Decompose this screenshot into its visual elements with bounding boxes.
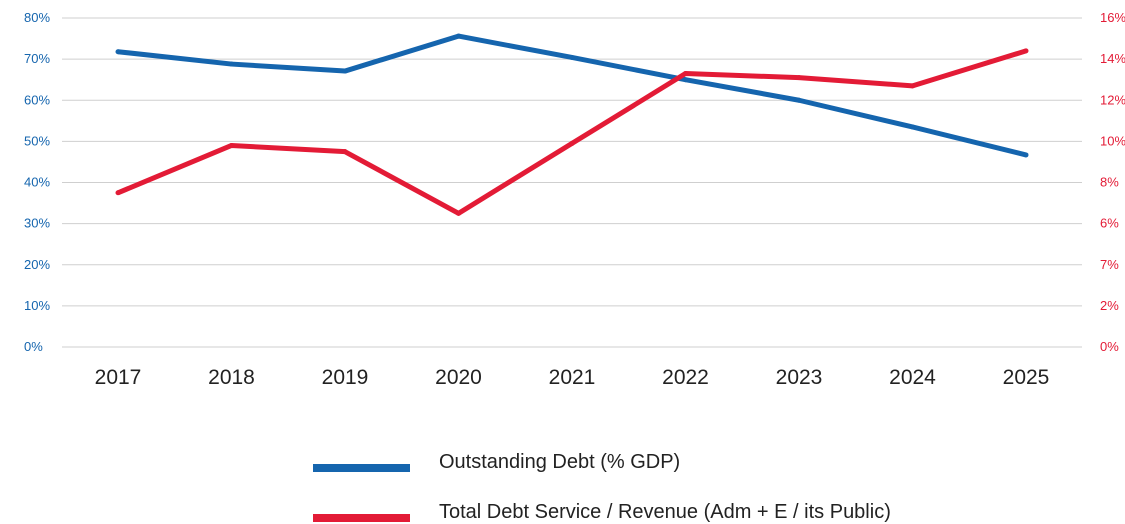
debt-service-line xyxy=(117,48,1027,216)
series-lines xyxy=(115,33,1029,216)
x-tick-label: 2019 xyxy=(322,366,369,389)
outstanding-debt-point xyxy=(456,33,461,39)
outstanding-debt-point xyxy=(796,97,802,103)
outstanding-debt-point xyxy=(342,68,348,74)
left-tick-label: 20% xyxy=(24,257,50,272)
outstanding-debt-point xyxy=(229,61,234,67)
debt-service-point xyxy=(1023,48,1029,54)
right-tick-label: 14% xyxy=(1100,51,1125,66)
x-tick-label: 2021 xyxy=(549,366,596,389)
outstanding-debt-legend-swatch xyxy=(313,464,410,472)
right-tick-label: 12% xyxy=(1100,92,1125,107)
outstanding-debt-point xyxy=(1023,152,1029,158)
left-tick-label: 10% xyxy=(24,298,50,313)
outstanding-debt-point xyxy=(115,49,121,55)
debt-service-point xyxy=(342,149,348,155)
gridlines xyxy=(62,17,1082,348)
debt-service-point xyxy=(569,140,575,146)
x-tick-label: 2023 xyxy=(776,366,823,389)
x-axis: 2017 2018 2019 2020 2021 2022 2023 2024 2025 xyxy=(95,366,1050,389)
left-tick-label: 40% xyxy=(24,175,50,190)
outstanding-debt-point xyxy=(569,54,575,60)
right-tick-label: 16% xyxy=(1100,10,1125,25)
left-tick-label: 0% xyxy=(24,339,43,354)
debt-service-point xyxy=(456,210,461,216)
left-tick-label: 60% xyxy=(24,92,50,107)
left-tick-label: 80% xyxy=(24,10,50,25)
outstanding-debt-point xyxy=(683,77,688,83)
debt-service-legend-swatch xyxy=(313,514,410,522)
outstanding-debt-legend-label: Outstanding Debt (% GDP) xyxy=(439,451,680,473)
debt-service-legend-label: Total Debt Service / Revenue (Adm + E / … xyxy=(439,501,891,523)
x-tick-label: 2018 xyxy=(208,366,255,389)
x-tick-label: 2022 xyxy=(662,366,709,389)
right-tick-label: 0% xyxy=(1100,339,1119,354)
x-tick-label: 2024 xyxy=(889,366,936,389)
x-tick-label: 2020 xyxy=(435,366,482,389)
debt-service-point xyxy=(229,142,234,148)
left-axis: 0% 10% 20% 30% 40% 50% 60% 70% 80% xyxy=(24,10,50,354)
left-tick-label: 50% xyxy=(24,133,50,148)
right-tick-label: 10% xyxy=(1100,133,1125,148)
debt-service-point xyxy=(910,83,915,89)
outstanding-debt-line xyxy=(117,33,1027,158)
legend: Outstanding Debt (% GDP) Total Debt Servi… xyxy=(313,451,891,523)
x-tick-label: 2025 xyxy=(1003,366,1050,389)
right-tick-label: 6% xyxy=(1100,216,1119,231)
debt-service-point xyxy=(115,190,121,196)
right-axis: 0% 2% 7% 6% 8% 10% 12% 14% 16% xyxy=(1100,10,1125,354)
right-tick-label: 7% xyxy=(1100,257,1119,272)
debt-service-point xyxy=(683,71,688,77)
right-tick-label: 2% xyxy=(1100,298,1119,313)
left-tick-label: 70% xyxy=(24,51,50,66)
debt-service-point xyxy=(796,75,802,81)
right-tick-label: 8% xyxy=(1100,175,1119,190)
outstanding-debt-point xyxy=(910,124,915,130)
left-tick-label: 30% xyxy=(24,216,50,231)
x-tick-label: 2017 xyxy=(95,366,142,389)
